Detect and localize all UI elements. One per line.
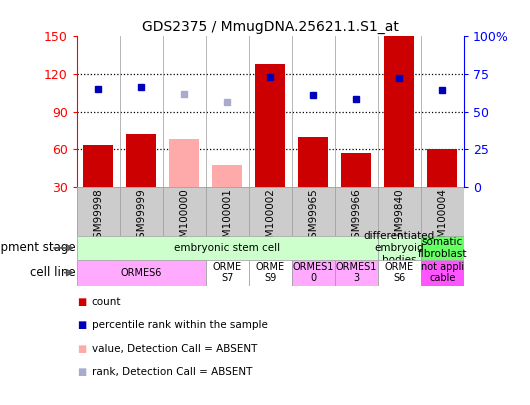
Text: somatic
fibroblast: somatic fibroblast xyxy=(418,237,467,259)
Text: ORME
S7: ORME S7 xyxy=(213,262,242,284)
Text: GSM100002: GSM100002 xyxy=(266,188,275,251)
Bar xyxy=(421,260,464,286)
Bar xyxy=(292,260,335,286)
Text: GSM99999: GSM99999 xyxy=(136,188,146,245)
Text: ■: ■ xyxy=(77,344,86,354)
Bar xyxy=(298,136,328,187)
Text: count: count xyxy=(92,297,121,307)
Text: rank, Detection Call = ABSENT: rank, Detection Call = ABSENT xyxy=(92,367,252,377)
Text: not appli
cable: not appli cable xyxy=(421,262,464,284)
Text: ORME
S6: ORME S6 xyxy=(385,262,414,284)
Text: ■: ■ xyxy=(77,297,86,307)
Text: ORME
S9: ORME S9 xyxy=(256,262,285,284)
Bar xyxy=(249,260,292,286)
Bar xyxy=(378,260,421,286)
Text: GSM99840: GSM99840 xyxy=(394,188,404,245)
Text: GSM99965: GSM99965 xyxy=(308,188,319,245)
Bar xyxy=(83,145,113,187)
Text: differentiated
embryoid
bodies: differentiated embryoid bodies xyxy=(364,231,435,264)
Text: GSM100004: GSM100004 xyxy=(437,188,447,251)
Bar xyxy=(126,134,156,187)
Bar xyxy=(77,236,378,260)
Bar xyxy=(384,36,414,187)
Bar xyxy=(341,153,372,187)
Bar xyxy=(378,236,421,260)
Text: ORMES6: ORMES6 xyxy=(121,268,162,278)
Text: GSM100000: GSM100000 xyxy=(179,188,189,251)
Text: ■: ■ xyxy=(77,320,86,330)
Bar xyxy=(421,236,464,260)
Text: embryonic stem cell: embryonic stem cell xyxy=(174,243,280,253)
Bar xyxy=(335,260,378,286)
Bar xyxy=(255,64,285,187)
Text: development stage: development stage xyxy=(0,241,76,254)
Bar xyxy=(212,166,242,187)
Bar xyxy=(206,260,249,286)
Text: cell line: cell line xyxy=(30,266,76,279)
Text: value, Detection Call = ABSENT: value, Detection Call = ABSENT xyxy=(92,344,257,354)
Text: GSM99966: GSM99966 xyxy=(351,188,361,245)
Text: GSM100001: GSM100001 xyxy=(222,188,232,251)
Text: GSM99998: GSM99998 xyxy=(93,188,103,245)
Text: ORMES1
0: ORMES1 0 xyxy=(293,262,334,284)
Bar xyxy=(77,260,206,286)
Title: GDS2375 / MmugDNA.25621.1.S1_at: GDS2375 / MmugDNA.25621.1.S1_at xyxy=(142,20,399,34)
Text: percentile rank within the sample: percentile rank within the sample xyxy=(92,320,268,330)
Bar xyxy=(169,139,199,187)
Text: ■: ■ xyxy=(77,367,86,377)
Text: ORMES1
3: ORMES1 3 xyxy=(335,262,377,284)
Bar xyxy=(427,149,457,187)
